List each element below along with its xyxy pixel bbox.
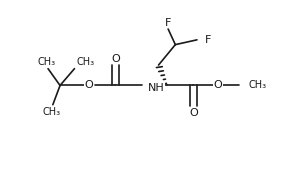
Text: O: O	[189, 108, 198, 118]
Text: F: F	[165, 18, 171, 28]
Text: CH₃: CH₃	[37, 57, 56, 67]
Text: O: O	[85, 80, 93, 90]
Text: F: F	[205, 35, 211, 45]
Text: NH: NH	[148, 83, 165, 93]
Text: CH₃: CH₃	[42, 107, 60, 117]
Text: CH₃: CH₃	[249, 80, 267, 90]
Text: CH₃: CH₃	[77, 57, 95, 67]
Text: O: O	[213, 80, 222, 90]
Text: O: O	[111, 54, 120, 64]
